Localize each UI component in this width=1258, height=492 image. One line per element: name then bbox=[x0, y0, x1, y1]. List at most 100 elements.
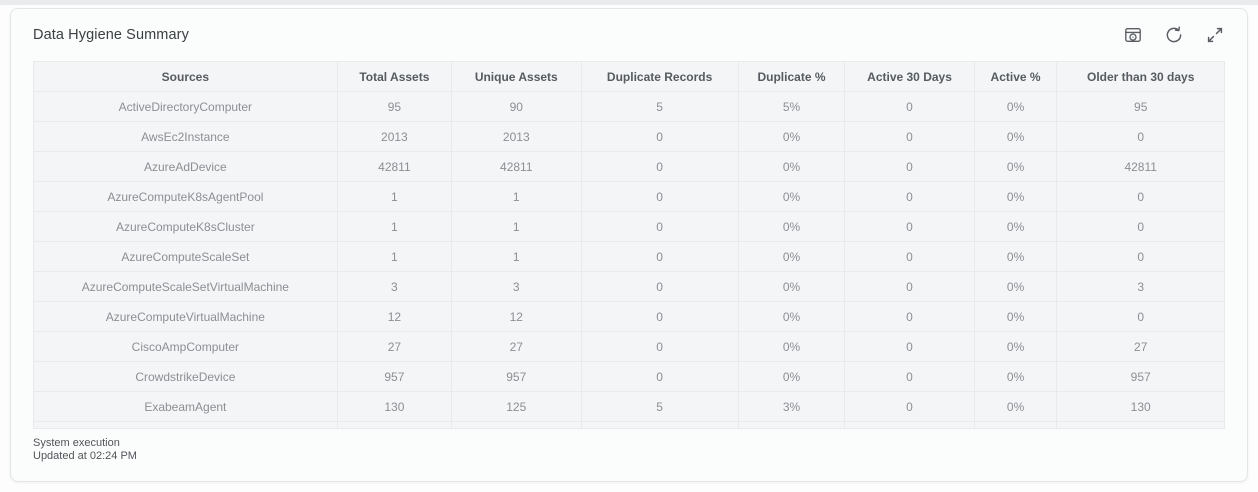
value-cell: 95 bbox=[336, 91, 453, 122]
value-cell: 957 bbox=[336, 361, 453, 392]
updated-timestamp-text: Updated at 02:24 PM bbox=[33, 449, 137, 462]
value-cell: 5 bbox=[580, 91, 739, 122]
source-name-cell: ExabeamAgent bbox=[33, 391, 338, 422]
table-row: ActiveDirectoryComputer 95 90 5 5% 0 0% 95 bbox=[33, 91, 1225, 122]
value-cell: 0% bbox=[737, 181, 846, 212]
value-cell: 27 bbox=[451, 331, 582, 362]
value-cell bbox=[336, 421, 453, 428]
value-cell: 0% bbox=[737, 151, 846, 182]
value-cell: 0 bbox=[580, 241, 739, 272]
source-name-cell: CiscoAmpComputer bbox=[33, 331, 338, 362]
table-row: AzureComputeScaleSetVirtualMachine 3 3 0 0% 0… bbox=[33, 271, 1225, 302]
value-cell: 957 bbox=[1056, 361, 1225, 392]
value-cell: 27 bbox=[336, 331, 453, 362]
value-cell: 2013 bbox=[451, 121, 582, 152]
value-cell: 0% bbox=[973, 211, 1058, 242]
table-row: AwsEc2Instance 2013 2013 0 0% 0 0% 0 bbox=[33, 121, 1225, 152]
value-cell bbox=[973, 421, 1058, 428]
value-cell: 0 bbox=[844, 211, 975, 242]
value-cell bbox=[737, 421, 846, 428]
value-cell: 0% bbox=[973, 331, 1058, 362]
source-name-cell: AzureComputeK8sAgentPool bbox=[33, 181, 338, 212]
value-cell: 130 bbox=[336, 391, 453, 422]
value-cell: 957 bbox=[451, 361, 582, 392]
value-cell: 0% bbox=[737, 241, 846, 272]
value-cell: 0 bbox=[844, 151, 975, 182]
value-cell: 0 bbox=[580, 271, 739, 302]
refresh-button[interactable] bbox=[1164, 25, 1184, 45]
value-cell: 12 bbox=[451, 301, 582, 332]
value-cell bbox=[33, 421, 338, 428]
source-name-cell: ActiveDirectoryComputer bbox=[33, 91, 338, 122]
expand-fullscreen-icon bbox=[1206, 26, 1224, 44]
value-cell: 0 bbox=[580, 301, 739, 332]
value-cell: 0 bbox=[844, 331, 975, 362]
value-cell: 0 bbox=[1056, 301, 1225, 332]
column-header: Active % bbox=[973, 61, 1058, 92]
value-cell: 0 bbox=[580, 151, 739, 182]
refresh-icon bbox=[1165, 26, 1183, 44]
value-cell: 0% bbox=[973, 91, 1058, 122]
value-cell: 1 bbox=[336, 211, 453, 242]
value-cell: 95 bbox=[1056, 91, 1225, 122]
source-name-cell: AzureComputeScaleSet bbox=[33, 241, 338, 272]
execution-status-text: System execution bbox=[33, 437, 120, 449]
value-cell: 42811 bbox=[336, 151, 453, 182]
table-row: CiscoAmpComputer 27 27 0 0% 0 0% 27 bbox=[33, 331, 1225, 362]
table-row: AzureComputeScaleSet 1 1 0 0% 0 0% 0 bbox=[33, 241, 1225, 272]
value-cell: 0% bbox=[973, 121, 1058, 152]
value-cell: 5% bbox=[737, 91, 846, 122]
value-cell: 0 bbox=[844, 271, 975, 302]
source-name-cell: AzureComputeScaleSetVirtualMachine bbox=[33, 271, 338, 302]
column-header: Total Assets bbox=[336, 61, 453, 92]
value-cell: 0 bbox=[1056, 181, 1225, 212]
value-cell bbox=[580, 421, 739, 428]
value-cell: 0 bbox=[844, 301, 975, 332]
card-toolbar bbox=[1123, 25, 1225, 45]
value-cell: 0 bbox=[1056, 241, 1225, 272]
value-cell: 0 bbox=[1056, 121, 1225, 152]
value-cell: 0 bbox=[580, 181, 739, 212]
value-cell: 3% bbox=[737, 391, 846, 422]
value-cell: 0% bbox=[973, 271, 1058, 302]
data-hygiene-table-container: Sources Total Assets Unique Assets Duplicat… bbox=[33, 61, 1225, 429]
value-cell: 3 bbox=[451, 271, 582, 302]
value-cell: 0 bbox=[844, 361, 975, 392]
expand-button[interactable] bbox=[1205, 25, 1225, 45]
value-cell: 3 bbox=[1056, 271, 1225, 302]
value-cell: 1 bbox=[336, 241, 453, 272]
value-cell: 0 bbox=[844, 91, 975, 122]
column-header: Active 30 Days bbox=[844, 61, 975, 92]
value-cell: 2013 bbox=[336, 121, 453, 152]
value-cell: 0% bbox=[973, 361, 1058, 392]
value-cell: 42811 bbox=[451, 151, 582, 182]
table-row: AzureComputeK8sCluster 1 1 0 0% 0 0% 0 bbox=[33, 211, 1225, 242]
card-header: Data Hygiene Summary bbox=[33, 9, 1225, 61]
data-hygiene-summary-card: Data Hygiene Summary bbox=[10, 8, 1248, 482]
value-cell: 125 bbox=[451, 391, 582, 422]
value-cell: 0% bbox=[737, 211, 846, 242]
value-cell bbox=[844, 421, 975, 428]
value-cell: 0% bbox=[737, 271, 846, 302]
schedule-button[interactable] bbox=[1123, 25, 1143, 45]
window-clock-schedule-icon bbox=[1124, 26, 1142, 44]
source-name-cell: AwsEc2Instance bbox=[33, 121, 338, 152]
value-cell: 0% bbox=[737, 331, 846, 362]
value-cell: 27 bbox=[1056, 331, 1225, 362]
column-header: Older than 30 days bbox=[1056, 61, 1225, 92]
value-cell: 0 bbox=[844, 391, 975, 422]
value-cell: 0% bbox=[973, 391, 1058, 422]
value-cell: 0 bbox=[580, 361, 739, 392]
value-cell: 0 bbox=[580, 121, 739, 152]
value-cell: 0 bbox=[844, 181, 975, 212]
value-cell: 3 bbox=[336, 271, 453, 302]
value-cell: 42811 bbox=[1056, 151, 1225, 182]
table-row: ExabeamAgent 130 125 5 3% 0 0% 130 bbox=[33, 391, 1225, 422]
value-cell: 1 bbox=[336, 181, 453, 212]
card-title: Data Hygiene Summary bbox=[33, 27, 189, 43]
value-cell: 0% bbox=[973, 301, 1058, 332]
value-cell: 0 bbox=[1056, 211, 1225, 242]
value-cell: 0% bbox=[737, 361, 846, 392]
source-name-cell: CrowdstrikeDevice bbox=[33, 361, 338, 392]
